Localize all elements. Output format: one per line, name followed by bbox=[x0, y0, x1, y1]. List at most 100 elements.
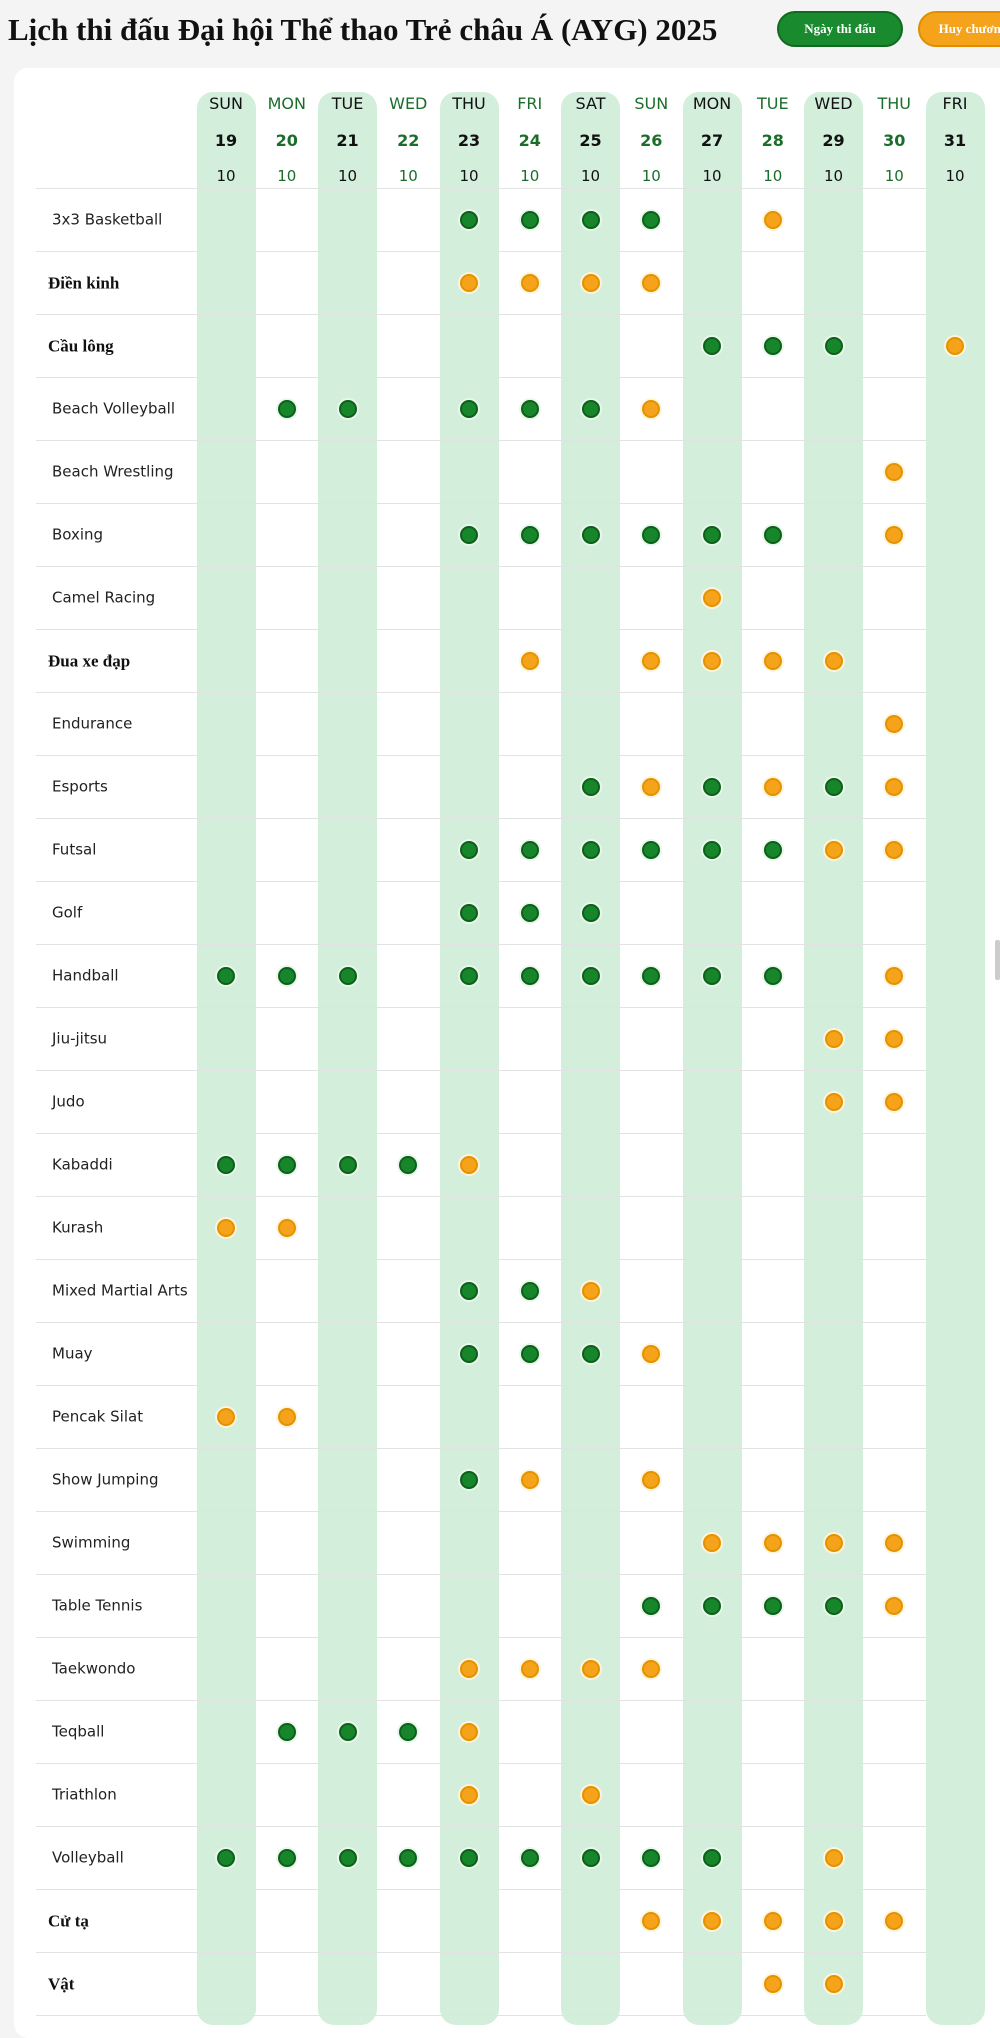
competition-day-dot bbox=[338, 966, 357, 985]
legend-medal-button[interactable]: Huy chương bbox=[918, 11, 1000, 47]
day-date: 25 bbox=[579, 131, 602, 150]
day-event-count: 10 bbox=[702, 167, 722, 185]
scrollbar[interactable] bbox=[995, 940, 1000, 980]
competition-day-dot bbox=[520, 399, 539, 418]
day-date: 29 bbox=[822, 131, 845, 150]
competition-day-dot bbox=[581, 399, 600, 418]
medal-dot bbox=[763, 777, 782, 796]
legend-competition-day-button[interactable]: Ngày thi đấu bbox=[777, 11, 903, 47]
medal-dot bbox=[763, 1911, 782, 1930]
sport-label: Swimming bbox=[52, 1533, 131, 1551]
medal-dot bbox=[642, 1470, 661, 1489]
day-name: WED bbox=[814, 94, 853, 113]
day-date: 24 bbox=[518, 131, 541, 150]
competition-day-dot bbox=[703, 525, 721, 544]
row-divider bbox=[36, 1448, 926, 1449]
row-divider bbox=[36, 1889, 926, 1890]
competition-day-dot bbox=[277, 966, 296, 985]
day-date: 31 bbox=[943, 131, 967, 150]
day-event-count: 10 bbox=[641, 167, 661, 185]
day-name: SUN bbox=[634, 94, 669, 113]
medal-dot bbox=[763, 210, 782, 229]
sport-label: Endurance bbox=[52, 714, 133, 732]
competition-day-dot bbox=[277, 399, 296, 418]
row-divider bbox=[36, 440, 926, 441]
competition-day-dot bbox=[460, 1281, 478, 1300]
row-divider bbox=[36, 1574, 926, 1575]
sport-label: Table Tennis bbox=[52, 1596, 143, 1614]
day-name: TUE bbox=[756, 94, 789, 113]
medal-dot bbox=[885, 1911, 904, 1930]
medal-dot bbox=[885, 1596, 904, 1615]
day-event-count: 10 bbox=[398, 167, 418, 185]
day-date: 22 bbox=[397, 131, 420, 150]
competition-day-dot bbox=[399, 1155, 418, 1174]
competition-day-dot bbox=[581, 903, 600, 922]
row-divider bbox=[36, 314, 926, 315]
medal-dot bbox=[885, 1533, 904, 1552]
row-divider bbox=[36, 251, 926, 252]
competition-day-dot bbox=[460, 1470, 478, 1489]
day-name: MON bbox=[692, 94, 732, 113]
row-divider bbox=[36, 1070, 926, 1071]
day-column-stripe bbox=[925, 92, 985, 2025]
day-date: 21 bbox=[336, 131, 359, 150]
day-name: MON bbox=[267, 94, 306, 113]
row-divider bbox=[36, 1637, 926, 1638]
competition-day-dot bbox=[338, 1848, 357, 1867]
competition-day-dot bbox=[763, 336, 782, 355]
sport-label: Mixed Martial Arts bbox=[52, 1281, 188, 1299]
medal-dot bbox=[642, 399, 661, 418]
sport-label: Jiu-jitsu bbox=[52, 1029, 108, 1047]
sport-label: Golf bbox=[52, 903, 83, 921]
row-divider bbox=[36, 755, 926, 756]
sport-label: Cầu lông bbox=[48, 336, 114, 355]
medal-dot bbox=[703, 651, 721, 670]
competition-day-dot bbox=[460, 1848, 478, 1867]
competition-day-dot bbox=[703, 1596, 721, 1615]
competition-day-dot bbox=[642, 966, 661, 985]
row-divider bbox=[36, 1700, 926, 1701]
day-name: WED bbox=[389, 94, 428, 113]
competition-day-dot bbox=[399, 1848, 418, 1867]
day-date: 23 bbox=[457, 131, 481, 150]
medal-dot bbox=[520, 273, 539, 292]
competition-day-dot bbox=[277, 1848, 296, 1867]
competition-day-dot bbox=[642, 840, 661, 859]
medal-dot bbox=[885, 966, 904, 985]
competition-day-dot bbox=[703, 966, 721, 985]
competition-day-dot bbox=[581, 1848, 600, 1867]
competition-day-dot bbox=[338, 1722, 357, 1741]
sport-label: Vật bbox=[48, 1974, 75, 1993]
competition-day-dot bbox=[642, 525, 661, 544]
competition-day-dot bbox=[642, 1848, 661, 1867]
competition-day-dot bbox=[703, 1848, 721, 1867]
competition-day-dot bbox=[581, 840, 600, 859]
medal-dot bbox=[763, 1533, 782, 1552]
day-column-stripe bbox=[682, 92, 742, 2025]
competition-day-dot bbox=[217, 1848, 235, 1867]
competition-day-dot bbox=[460, 210, 478, 229]
medal-dot bbox=[581, 1281, 600, 1300]
medal-dot bbox=[217, 1218, 235, 1237]
medal-dot bbox=[703, 588, 721, 607]
medal-dot bbox=[824, 1533, 843, 1552]
day-date: 30 bbox=[883, 131, 906, 150]
sport-label: Futsal bbox=[52, 840, 97, 858]
medal-dot bbox=[824, 840, 843, 859]
competition-day-dot bbox=[277, 1155, 296, 1174]
row-divider bbox=[36, 2015, 926, 2016]
sport-label: Kurash bbox=[52, 1218, 104, 1236]
competition-day-dot bbox=[581, 777, 600, 796]
competition-day-dot bbox=[763, 525, 782, 544]
sport-label: Pencak Silat bbox=[52, 1407, 144, 1425]
day-event-count: 10 bbox=[580, 167, 601, 185]
day-name: SAT bbox=[575, 94, 606, 113]
row-divider bbox=[36, 1007, 926, 1008]
medal-dot bbox=[824, 1029, 843, 1048]
competition-day-dot bbox=[520, 903, 539, 922]
competition-day-dot bbox=[581, 525, 600, 544]
medal-dot bbox=[642, 1659, 661, 1678]
medal-dot bbox=[885, 714, 904, 733]
day-event-count: 10 bbox=[277, 167, 297, 185]
